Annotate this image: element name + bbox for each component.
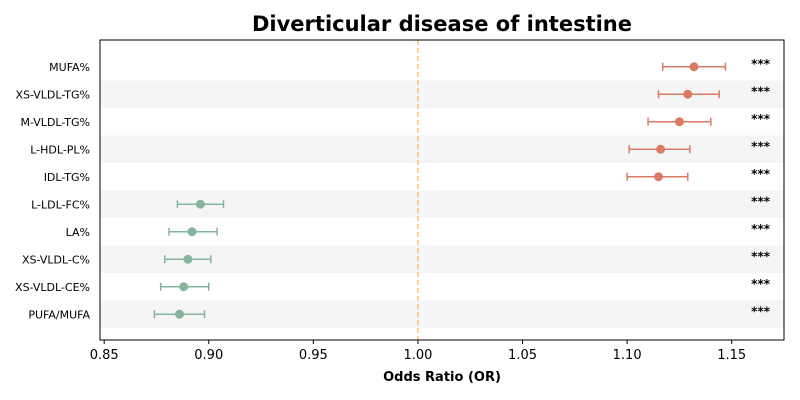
or-point xyxy=(183,254,193,264)
or-point xyxy=(179,282,189,292)
significance-label: *** xyxy=(751,277,771,291)
x-axis-label: Odds Ratio (OR) xyxy=(383,370,501,385)
x-tick-label: 0.90 xyxy=(194,348,223,363)
chart-title: Diverticular disease of intestine xyxy=(252,12,632,36)
significance-label: *** xyxy=(751,84,771,98)
forest-row: M-VLDL-TG% *** xyxy=(20,112,770,129)
row-stripe xyxy=(100,245,784,273)
row-label: MUFA% xyxy=(49,61,90,74)
x-tick-label: 0.95 xyxy=(299,348,328,363)
forest-row: L-LDL-FC% *** xyxy=(31,194,771,211)
significance-label: *** xyxy=(751,249,771,263)
row-label: XS-VLDL-TG% xyxy=(15,88,90,101)
significance-label: *** xyxy=(751,139,771,153)
x-tick-label: 1.10 xyxy=(613,348,642,363)
plot-frame xyxy=(99,39,785,341)
x-axis: 0.85 0.90 0.95 1.00 1.05 1.10 1.15 xyxy=(90,340,746,363)
or-point xyxy=(195,199,205,209)
significance-label: *** xyxy=(751,167,771,181)
x-tick-label: 1.00 xyxy=(403,348,432,363)
row-stripe xyxy=(100,300,784,328)
forest-row: XS-VLDL-CE% *** xyxy=(15,277,771,294)
row-label: LA% xyxy=(66,226,90,239)
significance-label: *** xyxy=(751,194,771,208)
row-label: PUFA/MUFA xyxy=(28,308,90,321)
significance-label: *** xyxy=(751,222,771,236)
significance-label: *** xyxy=(751,304,771,318)
forest-row: PUFA/MUFA *** xyxy=(28,304,770,321)
or-point xyxy=(187,227,197,237)
forest-row: IDL-TG% *** xyxy=(44,167,771,184)
forest-row: XS-VLDL-C% *** xyxy=(22,249,771,266)
row-label: IDL-TG% xyxy=(44,171,90,184)
or-point xyxy=(683,89,693,99)
forest-row: XS-VLDL-TG% *** xyxy=(15,84,770,101)
x-tick-label: 1.15 xyxy=(717,348,746,363)
row-label: M-VLDL-TG% xyxy=(20,116,90,129)
forest-row: MUFA% *** xyxy=(49,57,771,74)
forest-row: L-HDL-PL% *** xyxy=(30,139,770,156)
or-point xyxy=(674,117,684,127)
or-point xyxy=(174,309,184,319)
row-label: L-LDL-FC% xyxy=(31,198,90,211)
x-tick-label: 1.05 xyxy=(508,348,537,363)
significance-label: *** xyxy=(751,57,771,71)
row-label: L-HDL-PL% xyxy=(30,143,90,156)
data-rows: MUFA% ***XS-VLDL-TG% ***M-VLDL-TG% ***L-HDL… xyxy=(15,57,771,322)
row-label: XS-VLDL-CE% xyxy=(15,281,90,294)
or-point xyxy=(689,62,699,72)
forest-row: LA% *** xyxy=(66,222,771,239)
row-label: XS-VLDL-C% xyxy=(22,253,90,266)
or-point xyxy=(656,144,666,154)
x-tick-label: 0.85 xyxy=(90,348,119,363)
significance-label: *** xyxy=(751,112,771,126)
or-point xyxy=(653,172,663,182)
